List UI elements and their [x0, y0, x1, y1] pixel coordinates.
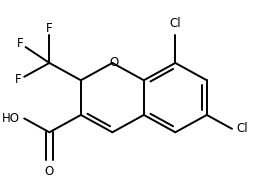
Text: Cl: Cl — [237, 122, 248, 135]
Text: F: F — [17, 37, 24, 50]
Text: F: F — [15, 74, 22, 87]
Text: F: F — [46, 22, 53, 35]
Text: Cl: Cl — [169, 17, 181, 30]
Text: O: O — [110, 56, 119, 69]
Text: O: O — [45, 166, 54, 178]
Text: HO: HO — [1, 112, 19, 125]
